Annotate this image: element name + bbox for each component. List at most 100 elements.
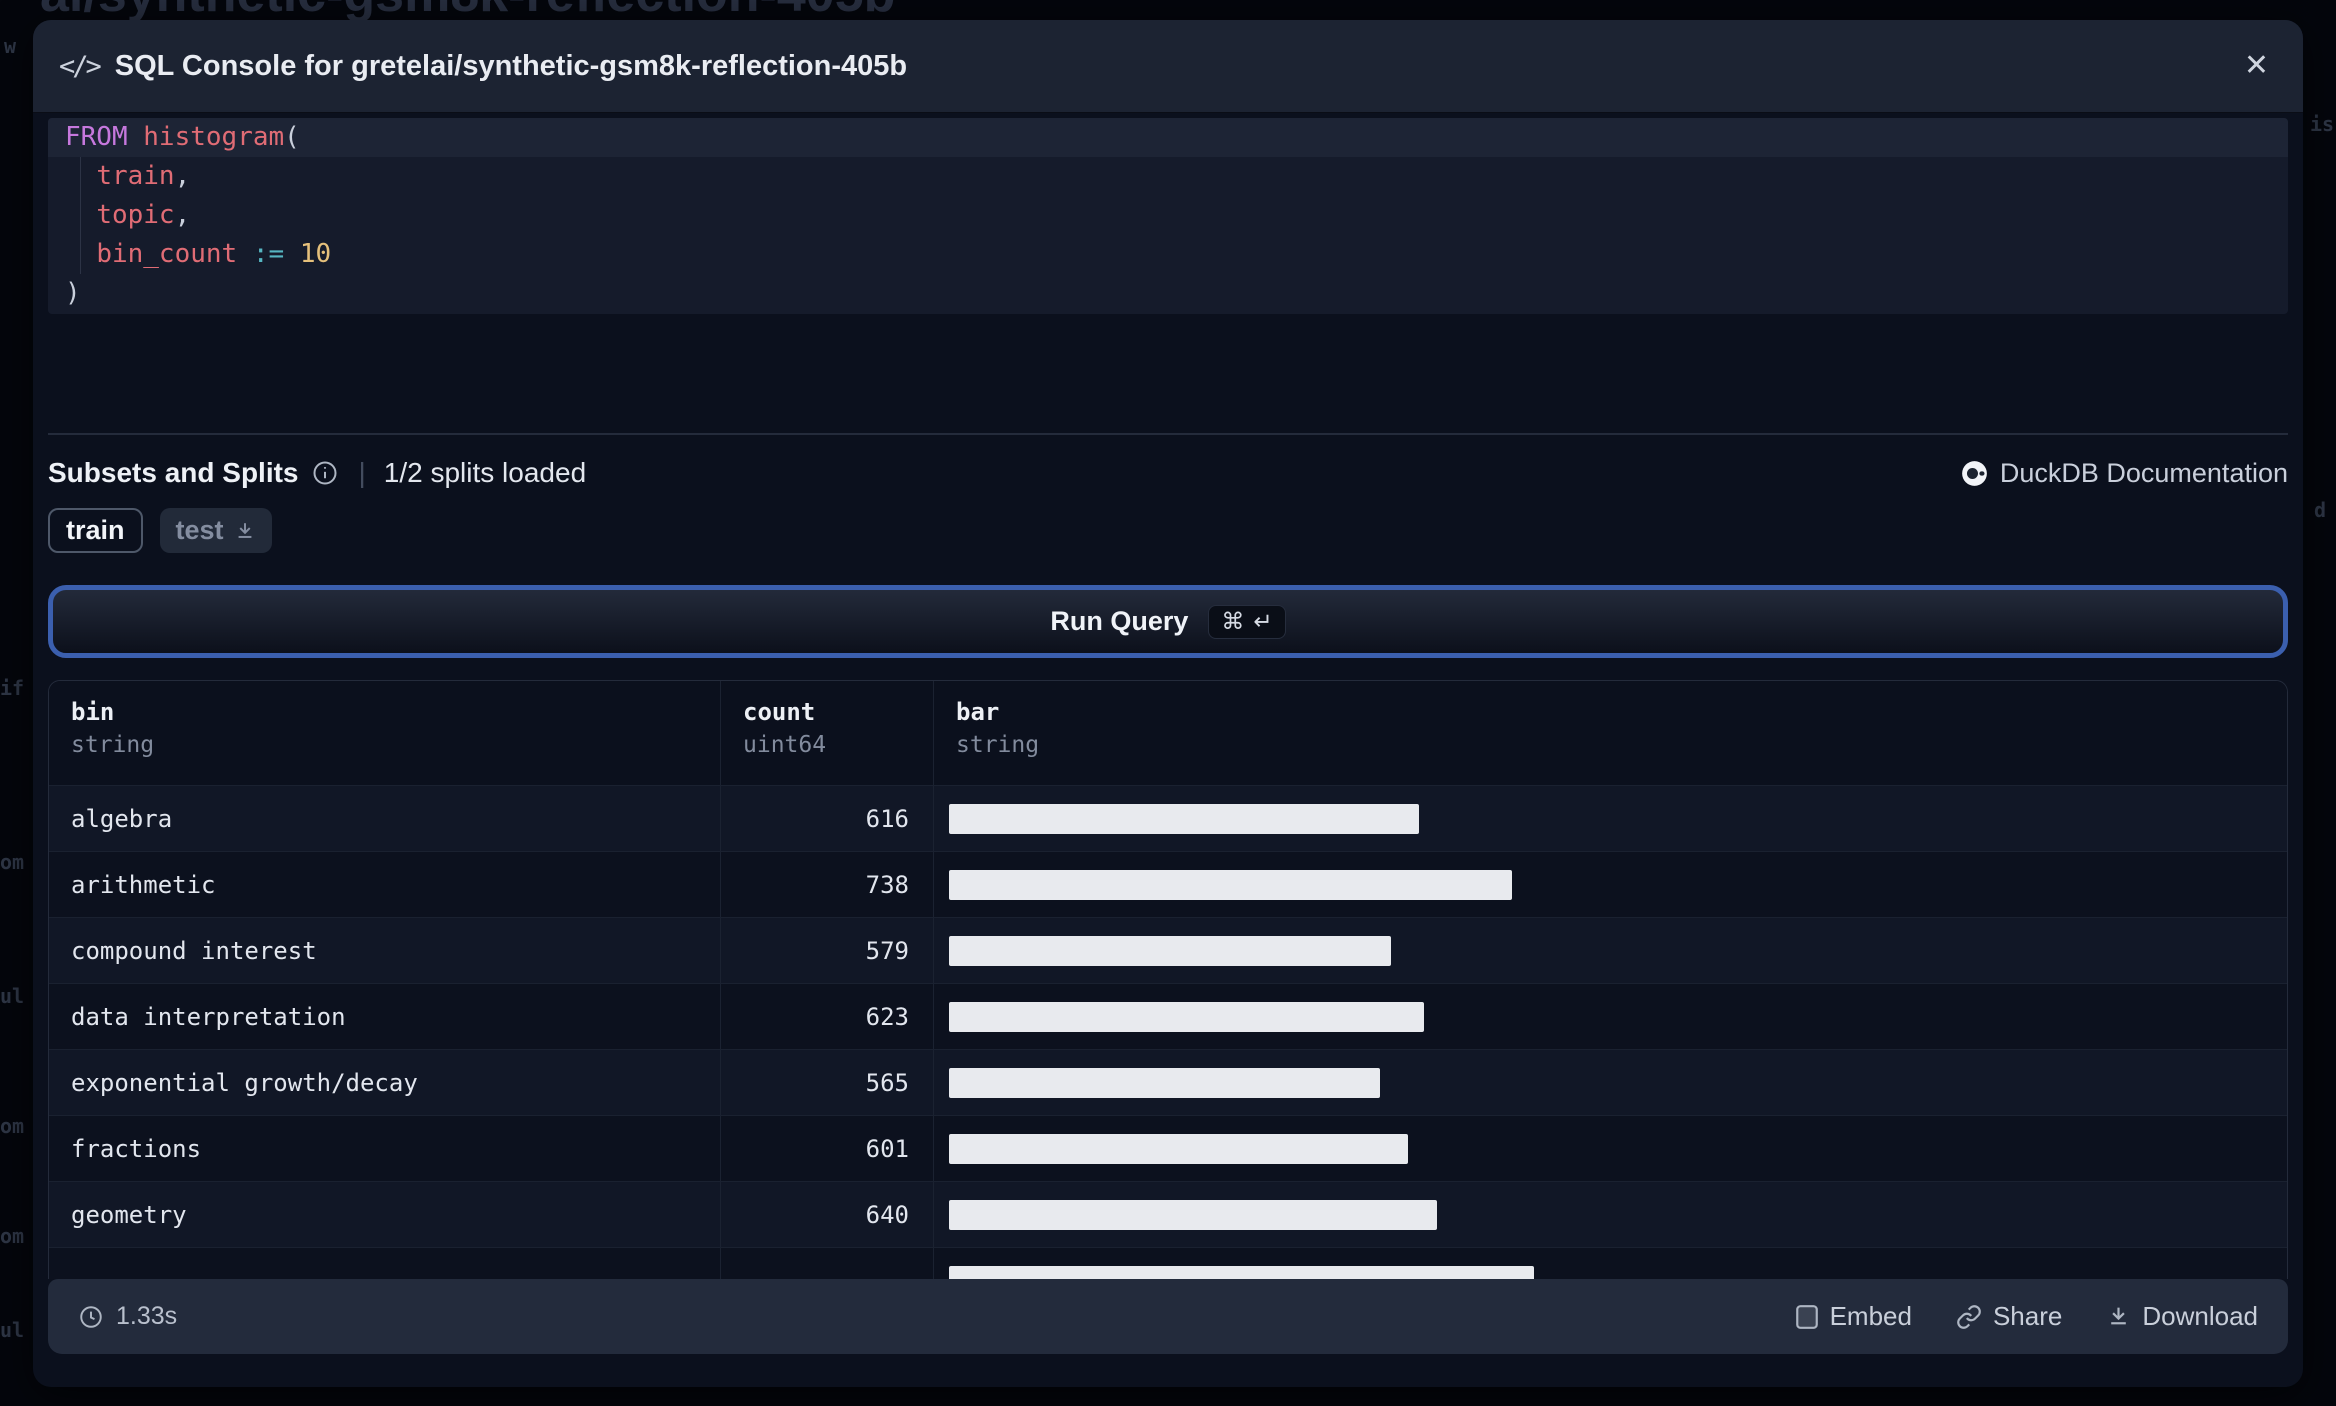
code-token: :=: [252, 239, 285, 269]
download-label: Download: [2142, 1301, 2258, 1331]
embed-label: Embed: [1829, 1301, 1912, 1331]
share-button[interactable]: Share: [1956, 1301, 2062, 1332]
split-chip-train[interactable]: train: [48, 508, 143, 553]
cell-bar: [934, 1182, 2287, 1247]
clock-icon: [80, 1305, 102, 1328]
backdrop-fragment: if: [0, 676, 25, 700]
sql-editor[interactable]: FROM histogram( train, topic, bin_count …: [48, 118, 2288, 314]
table-row: algebra 616: [49, 785, 2287, 851]
cell-bin: data interpretation: [49, 984, 721, 1049]
return-key-icon: ↵: [1253, 608, 1273, 635]
table-row: exponential growth/decay 565: [49, 1049, 2287, 1115]
sql-console-modal: </> SQL Console for gretelai/synthetic-g…: [33, 20, 2303, 1387]
code-line: topic,: [48, 196, 2288, 235]
indent-guide: [80, 157, 81, 274]
backdrop-fragment: ul: [0, 984, 25, 1008]
cell-count: 738: [721, 852, 934, 917]
column-header-count: count uint64: [721, 681, 934, 785]
sql-code: FROM histogram( train, topic, bin_count …: [48, 118, 2288, 313]
cell-count: 579: [721, 918, 934, 983]
download-icon: [2111, 1307, 2127, 1325]
results-footer: 1.33s Embed Share: [48, 1279, 2288, 1354]
cell-bar: [934, 1116, 2287, 1181]
code-token: ): [65, 278, 81, 308]
histogram-bar: [949, 803, 1419, 834]
table-body: algebra 616 arithmetic 738 compound interest…: [49, 785, 2287, 1279]
backdrop-fragment: om: [0, 1114, 25, 1138]
keyboard-shortcut-badge: ⌘ ↵: [1208, 604, 1286, 639]
duckdb-documentation-link[interactable]: DuckDB Documentation: [1961, 458, 2288, 489]
cell-count: 623: [721, 984, 934, 1049]
column-type: string: [956, 732, 1040, 758]
splits-loaded-text: 1/2 splits loaded: [383, 457, 587, 488]
results-table[interactable]: bin string count uint64 bar string algeb…: [48, 680, 2288, 1279]
cell-bar: [934, 786, 2287, 851]
column-header-bin: bin string: [49, 681, 721, 785]
backdrop-fragment: d: [2314, 498, 2327, 522]
run-query-label: Run Query: [1050, 606, 1189, 636]
code-token: 10: [299, 239, 332, 269]
column-name: bar: [956, 698, 1000, 726]
cell-bin: algebra: [49, 786, 721, 851]
cell-bar: [934, 1050, 2287, 1115]
cell-bin: [49, 1248, 721, 1279]
backdrop-fragment: is: [2310, 112, 2335, 136]
cell-count: [721, 1248, 934, 1279]
table-row: fractions 601: [49, 1115, 2287, 1181]
table-row: compound interest 579: [49, 917, 2287, 983]
code-token: ,: [174, 161, 191, 191]
cell-bar: [934, 984, 2287, 1049]
code-line: ): [48, 274, 2288, 313]
backdrop-fragment: ul: [0, 1318, 25, 1342]
code-token: bin_count: [96, 239, 238, 269]
embed-icon: [1795, 1304, 1818, 1329]
modal-title: SQL Console for gretelai/synthetic-gsm8k…: [114, 49, 908, 82]
cell-bar: [934, 852, 2287, 917]
histogram-bar: [949, 1199, 1437, 1230]
histogram-bar: [949, 1001, 1424, 1032]
section-divider: [48, 433, 2288, 435]
info-icon[interactable]: [311, 459, 339, 487]
cell-bin: fractions: [49, 1116, 721, 1181]
duckdb-documentation-label: DuckDB Documentation: [1999, 457, 2288, 488]
backdrop-fragment: w: [4, 34, 17, 58]
code-line: bin_count := 10: [48, 235, 2288, 274]
vertical-separator: |: [358, 457, 366, 488]
cell-bin: compound interest: [49, 918, 721, 983]
table-row: data interpretation 623: [49, 983, 2287, 1049]
close-icon[interactable]: ✕: [2243, 49, 2269, 82]
split-chips-row: train test: [48, 508, 2288, 553]
backdrop-fragment: om: [0, 850, 25, 874]
split-chip-test[interactable]: test: [159, 508, 272, 553]
code-token: FROM: [65, 122, 128, 152]
share-label: Share: [1992, 1301, 2063, 1331]
code-token: topic: [96, 200, 175, 230]
column-name: bin: [71, 698, 115, 726]
column-name: count: [743, 698, 816, 726]
subsets-row: Subsets and Splits | 1/2 splits loaded D…: [48, 448, 2288, 498]
download-split-icon: [238, 522, 251, 538]
code-line: FROM histogram(: [48, 118, 2288, 157]
cell-count: 601: [721, 1116, 934, 1181]
code-token: [128, 122, 144, 152]
elapsed-label: 1.33s: [116, 1302, 178, 1330]
code-token: [237, 239, 253, 269]
share-link-icon: [1957, 1304, 1981, 1329]
cell-count: 640: [721, 1182, 934, 1247]
split-chip-train-label: train: [66, 515, 125, 545]
histogram-bar: [949, 1133, 1408, 1164]
code-token: [284, 239, 300, 269]
cell-bin: geometry: [49, 1182, 721, 1247]
cell-bin: exponential growth/decay: [49, 1050, 721, 1115]
run-query-button[interactable]: Run Query ⌘ ↵: [48, 585, 2288, 658]
code-token: train: [96, 161, 175, 191]
query-elapsed-time: 1.33s: [78, 1302, 177, 1331]
download-button[interactable]: Download: [2106, 1301, 2258, 1332]
split-chip-test-label: test: [175, 515, 224, 545]
cell-bin: arithmetic: [49, 852, 721, 917]
table-row: geometry 640: [49, 1181, 2287, 1247]
backdrop-fragment: om: [0, 1224, 25, 1248]
column-header-bar: bar string: [934, 681, 2287, 785]
code-token: histogram: [143, 122, 285, 152]
embed-button[interactable]: Embed: [1795, 1301, 1912, 1332]
